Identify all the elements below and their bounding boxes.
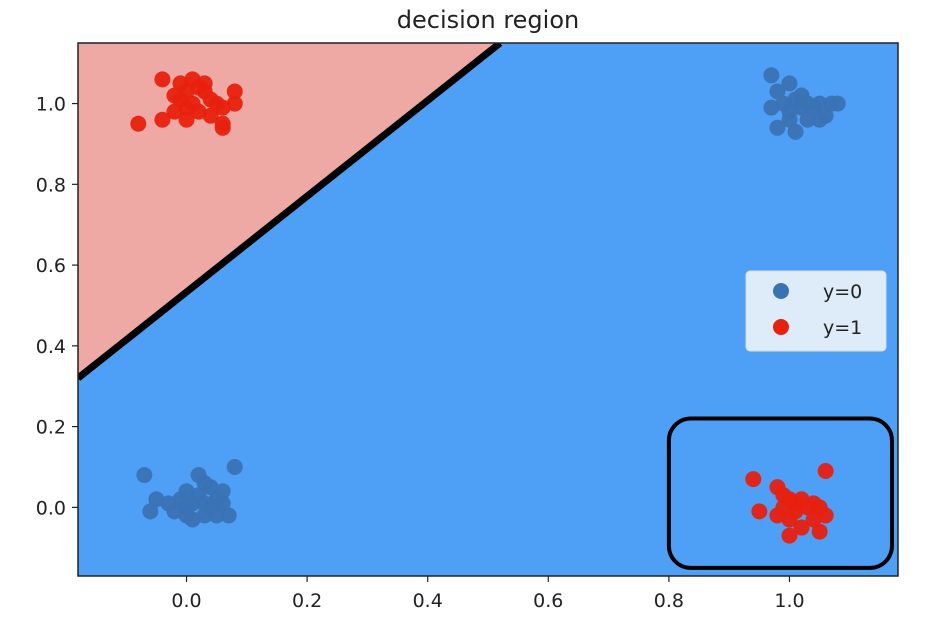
data-point-y-1 — [154, 71, 171, 88]
data-point-y-1 — [226, 95, 243, 112]
data-point-y-0 — [787, 123, 804, 140]
data-point-y-1 — [166, 103, 183, 120]
y-tick-label: 0.0 — [36, 497, 66, 519]
data-point-y-1 — [214, 99, 231, 116]
data-point-y-1 — [805, 511, 822, 528]
data-point-y-1 — [196, 75, 213, 92]
data-point-y-1 — [751, 503, 768, 520]
data-point-y-0 — [196, 475, 213, 492]
data-point-y-1 — [793, 519, 810, 536]
data-point-y-1 — [811, 523, 828, 540]
data-point-y-1 — [745, 471, 762, 488]
data-point-y-0 — [214, 483, 231, 500]
y-tick-label: 0.8 — [36, 174, 66, 196]
legend-label-y1: y=1 — [823, 317, 862, 339]
data-point-y-0 — [817, 107, 834, 124]
scatter-points — [130, 67, 846, 544]
x-tick-label: 0.2 — [292, 590, 322, 612]
y-tick-label: 0.6 — [36, 255, 66, 277]
y-tick-label: 1.0 — [36, 94, 66, 116]
highlight-box — [666, 416, 894, 570]
data-point-y-1 — [226, 83, 243, 100]
legend: y=0 y=1 — [745, 270, 887, 352]
x-tick-label: 1.0 — [774, 590, 804, 612]
data-point-y-0 — [220, 507, 237, 524]
data-point-y-0 — [781, 103, 798, 120]
data-point-y-1 — [166, 87, 183, 104]
data-point-y-0 — [208, 507, 225, 524]
data-point-y-1 — [817, 507, 834, 524]
x-tick-label: 0.0 — [171, 590, 201, 612]
data-point-y-0 — [799, 111, 816, 128]
data-point-y-0 — [829, 95, 846, 112]
data-point-y-0 — [136, 467, 153, 484]
legend-marker-y0 — [773, 283, 789, 299]
y-tick-label: 0.4 — [36, 336, 66, 358]
data-point-y-1 — [817, 463, 834, 480]
data-point-y-1 — [184, 95, 201, 112]
data-point-y-0 — [781, 75, 798, 92]
data-point-y-0 — [811, 95, 828, 112]
data-point-y-0 — [769, 83, 786, 100]
x-tick-label: 0.8 — [654, 590, 684, 612]
data-point-y-1 — [130, 115, 147, 132]
data-point-y-1 — [178, 111, 195, 128]
data-point-y-0 — [793, 87, 810, 104]
data-point-y-1 — [787, 503, 804, 520]
legend-label-y0: y=0 — [823, 281, 862, 303]
data-point-y-0 — [148, 491, 165, 508]
y-axis: 0.0 0.2 0.4 0.6 0.8 1.0 — [36, 94, 78, 519]
plot-frame — [77, 42, 899, 577]
legend-marker-y1 — [773, 319, 789, 335]
legend-frame — [745, 270, 887, 352]
data-point-y-1 — [202, 107, 219, 124]
x-tick-label: 0.6 — [533, 590, 563, 612]
data-point-y-0 — [196, 507, 213, 524]
data-point-y-1 — [214, 119, 231, 136]
data-point-y-0 — [214, 495, 231, 512]
chart-title: decision region — [397, 6, 579, 34]
x-axis: 0.0 0.2 0.4 0.6 0.8 1.0 — [171, 576, 805, 612]
data-point-y-0 — [763, 67, 780, 84]
data-point-y-0 — [226, 458, 243, 475]
data-point-y-0 — [763, 99, 780, 116]
data-point-y-1 — [154, 111, 171, 128]
decision-boundary-line — [78, 43, 503, 381]
data-point-y-1 — [781, 527, 798, 544]
data-point-y-0 — [142, 503, 159, 520]
x-tick-label: 0.4 — [413, 590, 443, 612]
data-point-y-0 — [769, 119, 786, 136]
data-point-y-1 — [775, 499, 792, 516]
data-point-y-0 — [184, 511, 201, 528]
data-point-y-0 — [166, 503, 183, 520]
y-tick-label: 0.2 — [36, 417, 66, 439]
data-point-y-0 — [178, 483, 195, 500]
